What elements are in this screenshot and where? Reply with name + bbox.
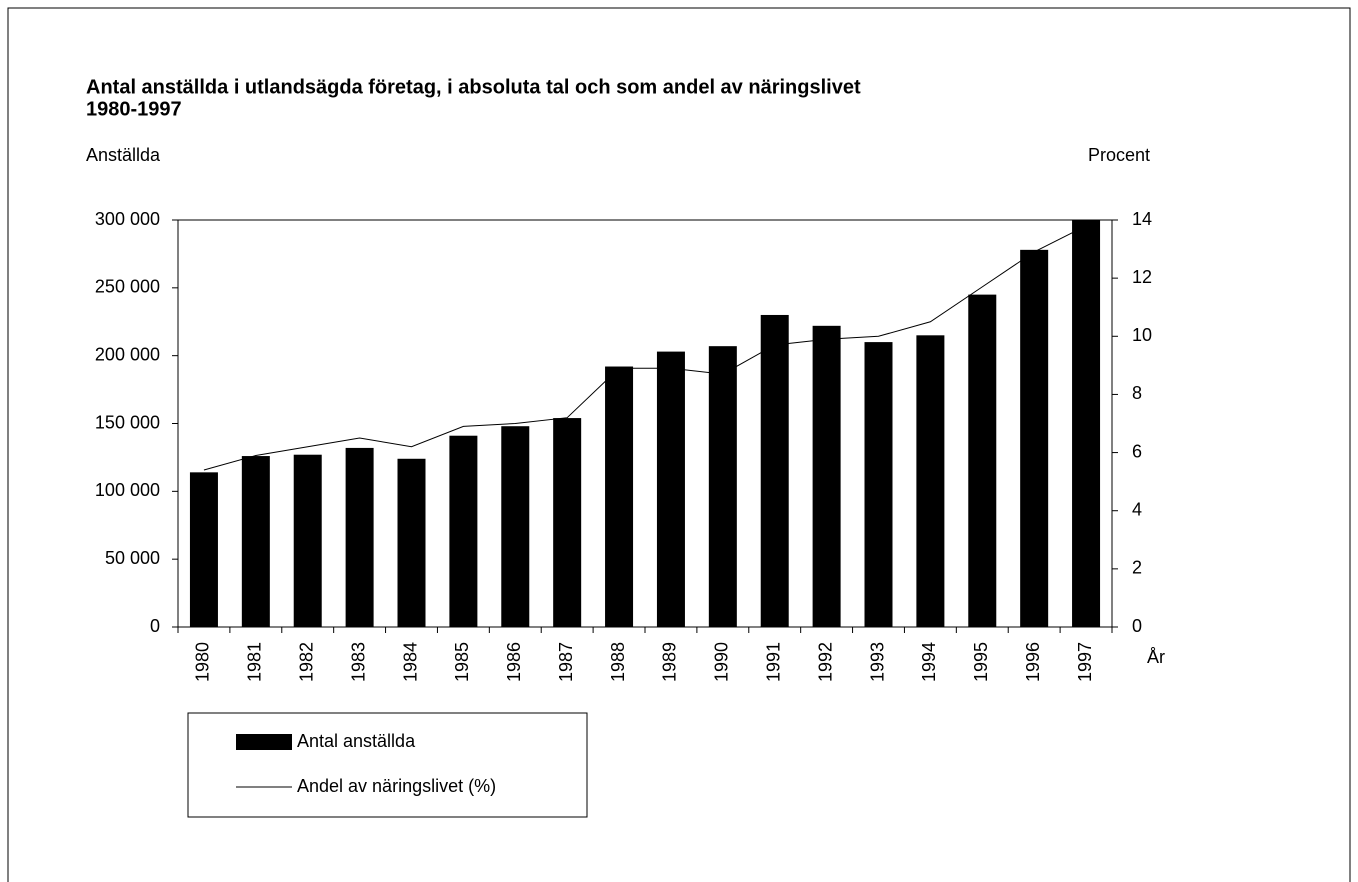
- y2-tick-label: 8: [1132, 383, 1142, 403]
- x-tick-label: 1982: [296, 642, 316, 682]
- bar: [345, 447, 374, 627]
- x-tick-label: 1994: [919, 642, 939, 682]
- x-axis-label: År: [1147, 647, 1165, 667]
- bar: [968, 294, 997, 627]
- x-tick-label: 1988: [608, 642, 628, 682]
- bar: [760, 314, 789, 627]
- legend-swatch: [236, 734, 292, 750]
- y2-tick-label: 0: [1132, 616, 1142, 636]
- y-tick-label: 100 000: [95, 480, 160, 500]
- line: [203, 225, 1087, 471]
- y-tick-label: 150 000: [95, 412, 160, 432]
- x-tick-label: 1987: [556, 642, 576, 682]
- x-tick-label: 1992: [815, 642, 835, 682]
- bar: [605, 366, 634, 627]
- x-tick-label: 1984: [400, 642, 420, 682]
- bar: [501, 426, 530, 627]
- bar: [189, 472, 218, 627]
- bar: [1072, 220, 1101, 627]
- x-tick-label: 1991: [763, 642, 783, 682]
- y2-tick-label: 12: [1132, 267, 1152, 287]
- frame: [7, 7, 1351, 882]
- x-tick-label: 1980: [193, 642, 213, 682]
- legend: [187, 712, 588, 818]
- bar: [397, 458, 426, 627]
- y2-axis-label: Procent: [1088, 145, 1150, 165]
- x-tick-label: 1990: [712, 642, 732, 682]
- y2-tick-label: 4: [1132, 499, 1142, 519]
- y-tick-label: 200 000: [95, 344, 160, 364]
- y2-tick-label: 14: [1132, 209, 1152, 229]
- y-tick-label: 0: [150, 616, 160, 636]
- bar: [916, 335, 945, 627]
- bar: [1020, 249, 1049, 627]
- x-tick-label: 1989: [660, 642, 680, 682]
- x-tick-label: 1985: [452, 642, 472, 682]
- y2-tick-label: 6: [1132, 441, 1142, 461]
- y2-tick-label: 2: [1132, 558, 1142, 578]
- bar: [241, 456, 270, 627]
- x-tick-label: 1995: [971, 642, 991, 682]
- bar: [293, 454, 322, 627]
- x-tick-label: 1983: [348, 642, 368, 682]
- x-tick-label: 1981: [245, 642, 265, 682]
- y2-tick-label: 10: [1132, 325, 1152, 345]
- y-tick-label: 50 000: [105, 548, 160, 568]
- y-tick-label: 300 000: [95, 209, 160, 229]
- x-tick-label: 1986: [504, 642, 524, 682]
- bar: [553, 418, 582, 627]
- chart-title: Antal anställda i utlandsägda företag, i…: [86, 76, 861, 98]
- bar: [449, 435, 478, 627]
- chart-title: 1980-1997: [86, 98, 182, 120]
- bar: [656, 351, 685, 627]
- legend-label: Antal anställda: [297, 731, 416, 751]
- bar: [864, 342, 893, 627]
- x-tick-label: 1997: [1075, 642, 1095, 682]
- x-tick-label: 1996: [1023, 642, 1043, 682]
- y-tick-label: 250 000: [95, 277, 160, 297]
- bar: [812, 325, 841, 627]
- bar: [708, 346, 737, 627]
- y-axis-label: Anställda: [86, 145, 161, 165]
- x-tick-label: 1993: [867, 642, 887, 682]
- legend-label: Andel av näringslivet (%): [297, 776, 496, 796]
